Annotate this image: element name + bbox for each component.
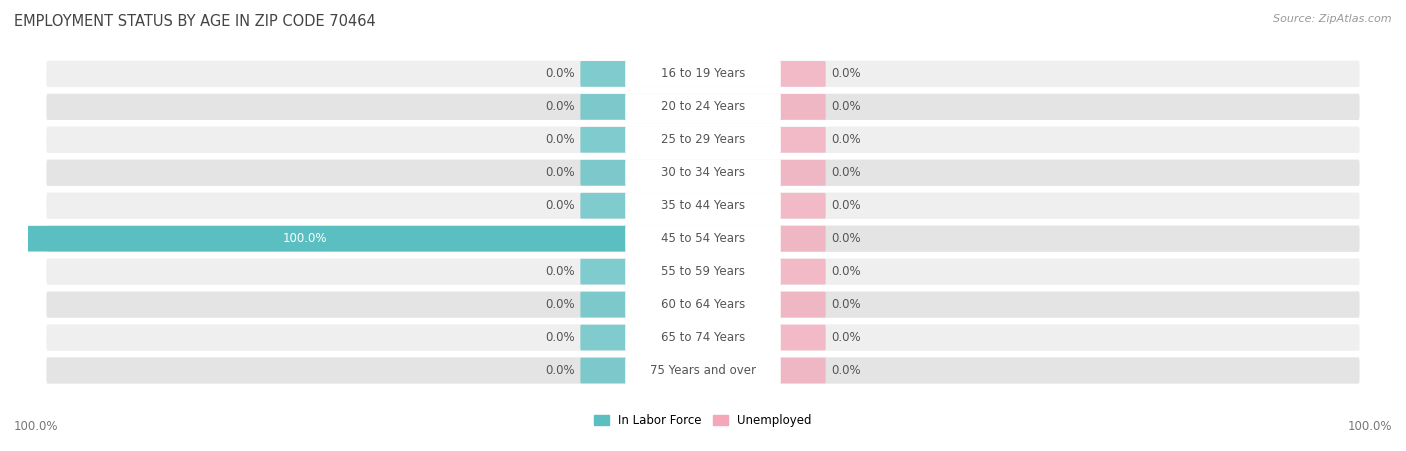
Text: 0.0%: 0.0% [546, 199, 575, 212]
FancyBboxPatch shape [626, 60, 780, 87]
Text: 0.0%: 0.0% [831, 67, 860, 80]
Text: 55 to 59 Years: 55 to 59 Years [661, 265, 745, 278]
FancyBboxPatch shape [779, 160, 825, 186]
Text: 60 to 64 Years: 60 to 64 Years [661, 298, 745, 311]
FancyBboxPatch shape [626, 192, 780, 219]
FancyBboxPatch shape [46, 127, 1360, 153]
Text: 0.0%: 0.0% [831, 199, 860, 212]
Text: 16 to 19 Years: 16 to 19 Years [661, 67, 745, 80]
FancyBboxPatch shape [626, 324, 780, 351]
Text: 0.0%: 0.0% [831, 232, 860, 245]
Text: 0.0%: 0.0% [546, 364, 575, 377]
Text: 75 Years and over: 75 Years and over [650, 364, 756, 377]
Text: 0.0%: 0.0% [831, 133, 860, 146]
FancyBboxPatch shape [779, 193, 825, 219]
Text: 0.0%: 0.0% [831, 364, 860, 377]
Text: EMPLOYMENT STATUS BY AGE IN ZIP CODE 70464: EMPLOYMENT STATUS BY AGE IN ZIP CODE 704… [14, 14, 375, 28]
FancyBboxPatch shape [581, 127, 627, 152]
Text: 0.0%: 0.0% [831, 101, 860, 113]
FancyBboxPatch shape [626, 225, 780, 252]
Text: 65 to 74 Years: 65 to 74 Years [661, 331, 745, 344]
FancyBboxPatch shape [779, 127, 825, 152]
Text: 0.0%: 0.0% [831, 331, 860, 344]
Text: 0.0%: 0.0% [546, 331, 575, 344]
Text: 0.0%: 0.0% [546, 298, 575, 311]
FancyBboxPatch shape [626, 159, 780, 186]
Legend: In Labor Force, Unemployed: In Labor Force, Unemployed [589, 410, 817, 432]
Text: 100.0%: 100.0% [14, 420, 59, 433]
FancyBboxPatch shape [46, 291, 1360, 318]
FancyBboxPatch shape [581, 259, 627, 285]
FancyBboxPatch shape [779, 94, 825, 120]
FancyBboxPatch shape [779, 259, 825, 285]
FancyBboxPatch shape [46, 61, 1360, 87]
FancyBboxPatch shape [626, 258, 780, 285]
Text: 0.0%: 0.0% [831, 265, 860, 278]
FancyBboxPatch shape [581, 325, 627, 350]
FancyBboxPatch shape [46, 226, 1360, 252]
FancyBboxPatch shape [626, 93, 780, 120]
Text: 0.0%: 0.0% [546, 101, 575, 113]
Text: 0.0%: 0.0% [831, 298, 860, 311]
Text: 100.0%: 100.0% [283, 232, 326, 245]
Text: 0.0%: 0.0% [831, 166, 860, 179]
FancyBboxPatch shape [46, 160, 1360, 186]
Text: 25 to 29 Years: 25 to 29 Years [661, 133, 745, 146]
FancyBboxPatch shape [46, 258, 1360, 285]
FancyBboxPatch shape [581, 160, 627, 186]
FancyBboxPatch shape [581, 94, 627, 120]
Text: 0.0%: 0.0% [546, 166, 575, 179]
Text: 0.0%: 0.0% [546, 133, 575, 146]
FancyBboxPatch shape [779, 226, 825, 252]
FancyBboxPatch shape [46, 193, 1360, 219]
Text: 0.0%: 0.0% [546, 265, 575, 278]
FancyBboxPatch shape [581, 292, 627, 318]
FancyBboxPatch shape [581, 61, 627, 87]
FancyBboxPatch shape [46, 324, 1360, 351]
FancyBboxPatch shape [0, 226, 627, 252]
Text: 30 to 34 Years: 30 to 34 Years [661, 166, 745, 179]
Text: 45 to 54 Years: 45 to 54 Years [661, 232, 745, 245]
FancyBboxPatch shape [626, 126, 780, 153]
FancyBboxPatch shape [626, 357, 780, 384]
FancyBboxPatch shape [779, 61, 825, 87]
FancyBboxPatch shape [581, 193, 627, 219]
FancyBboxPatch shape [626, 291, 780, 318]
FancyBboxPatch shape [779, 325, 825, 350]
Text: 100.0%: 100.0% [1347, 420, 1392, 433]
Text: Source: ZipAtlas.com: Source: ZipAtlas.com [1274, 14, 1392, 23]
Text: 20 to 24 Years: 20 to 24 Years [661, 101, 745, 113]
FancyBboxPatch shape [46, 357, 1360, 384]
FancyBboxPatch shape [46, 94, 1360, 120]
FancyBboxPatch shape [779, 292, 825, 318]
Text: 35 to 44 Years: 35 to 44 Years [661, 199, 745, 212]
FancyBboxPatch shape [779, 358, 825, 383]
FancyBboxPatch shape [581, 358, 627, 383]
Text: 0.0%: 0.0% [546, 67, 575, 80]
